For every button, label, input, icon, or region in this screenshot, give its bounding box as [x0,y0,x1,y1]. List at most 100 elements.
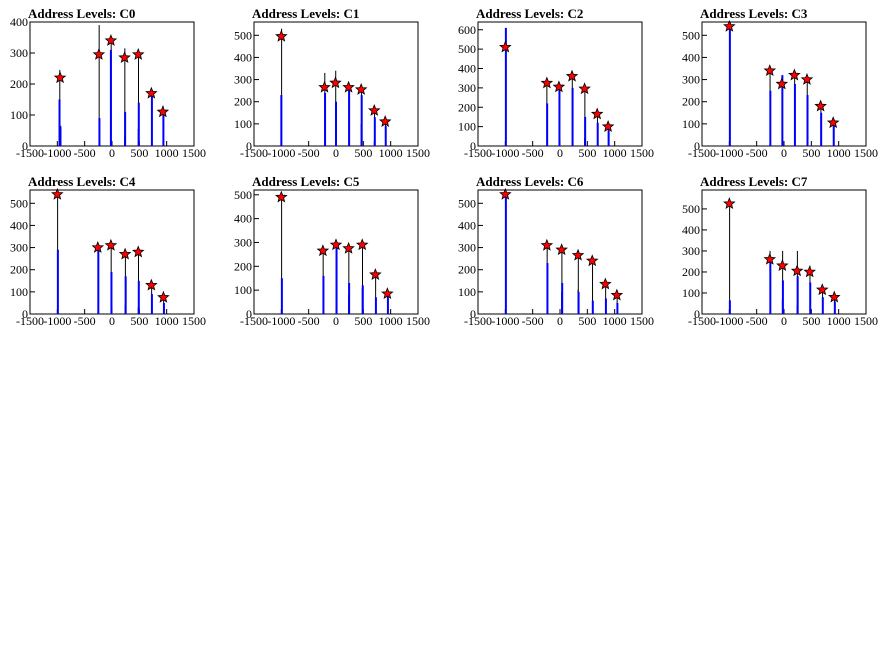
peak-marker [723,19,736,32]
peak-marker [368,103,381,116]
peak-marker [275,29,288,42]
x-tick-label: 1500 [630,146,654,160]
y-tick-label: 400 [458,218,476,232]
peak-marker [610,288,624,301]
peak-marker [131,245,145,258]
peak-marker [578,82,591,95]
chart-title: Address Levels: C2 [476,6,583,21]
y-tick-label: 300 [234,235,252,249]
peak-marker [145,86,158,99]
peak-marker [601,120,615,132]
x-tick-label: -1000 [491,314,519,328]
peak-marker [565,69,579,82]
peak-marker [53,71,67,84]
x-tick-label: 1000 [827,146,851,160]
x-tick-label: -1500 [464,314,492,328]
x-tick-label: -1500 [240,146,268,160]
peak-marker [342,80,355,93]
y-tick-label: 0 [246,139,252,153]
peak-marker [814,99,827,112]
x-tick-label: 1000 [155,146,179,160]
x-tick-label: 1500 [406,146,430,160]
y-tick-label: 200 [682,95,700,109]
chart-title: Address Levels: C4 [28,174,136,189]
x-tick-label: -500 [298,314,320,328]
peak-marker [355,238,369,251]
x-tick-label: -1000 [715,314,743,328]
x-tick-label: -1500 [688,314,716,328]
x-tick-label: -1500 [688,146,716,160]
y-tick-label: 600 [458,23,476,37]
chart-panel-1: Address Levels: C10100200300400500-1500-… [234,6,430,160]
y-tick-label: 100 [234,117,252,131]
peak-marker [104,238,118,251]
peak-marker [540,76,554,89]
x-tick-label: -1000 [267,314,295,328]
x-tick-label: 500 [802,146,820,160]
peak-marker [499,187,512,200]
x-tick-label: 1000 [603,314,627,328]
x-tick-label: 500 [130,146,148,160]
y-tick-label: 500 [234,28,252,42]
chart-panel-3: Address Levels: C30100200300400500-1500-… [682,6,878,160]
peak-marker [723,197,736,209]
y-tick-label: 400 [10,15,28,29]
x-tick-label: 1500 [630,314,654,328]
y-tick-label: 0 [246,307,252,321]
peak-marker [91,240,105,253]
chart-panel-0: Address Levels: C0 0 100 200 300 400 -1500 -100… [10,6,206,160]
x-tick-label: 0 [333,314,339,328]
y-tick-label: 500 [234,188,252,202]
x-tick-label: -1000 [267,146,295,160]
peak-marker [540,238,554,251]
y-tick-label: 300 [10,46,28,60]
y-tick-label: 200 [682,265,700,279]
y-tick-label: 300 [682,73,700,87]
x-tick-label: -1500 [464,146,492,160]
y-tick-label: 400 [682,50,700,64]
x-tick-label: -500 [74,146,96,160]
peak-marker [145,278,158,291]
chart-panel-5: Address Levels: C50100200300400500-1500-… [234,174,430,328]
x-tick-label: 0 [109,146,115,160]
x-tick-label: 0 [333,146,339,160]
x-tick-label: -1000 [43,146,71,160]
chart-title: Address Levels: C0 [28,6,135,21]
peak-marker [378,115,392,127]
x-tick-label: -1000 [43,314,71,328]
peak-marker [156,105,170,118]
peak-marker [788,68,801,81]
x-tick-label: 1000 [379,314,403,328]
y-tick-label: 100 [234,283,252,297]
y-tick-label: 100 [10,285,28,299]
y-tick-label: 400 [10,218,28,232]
y-tick-label: 0 [22,139,28,153]
y-tick-label: 300 [682,244,700,258]
x-tick-label: 1000 [827,314,851,328]
chart-title: Address Levels: C3 [700,6,808,21]
peak-marker [590,107,604,120]
x-tick-label: -500 [746,314,768,328]
x-tick-label: 1500 [182,314,206,328]
peak-marker [800,72,814,85]
peak-marker [499,40,512,53]
y-tick-label: 100 [682,286,700,300]
peak-marker [131,47,145,60]
x-tick-label: -1000 [491,146,519,160]
x-tick-label: 1500 [406,314,430,328]
y-tick-label: 500 [682,28,700,42]
x-tick-label: 0 [109,314,115,328]
peak-marker [157,290,170,303]
chart-panel-7: Address Levels: C70100200300400500-1500-… [682,174,878,328]
y-tick-label: 0 [470,307,476,321]
x-tick-label: -1500 [16,314,44,328]
y-tick-label: 300 [458,81,476,95]
y-tick-label: 200 [10,263,28,277]
peak-marker [828,290,841,303]
x-tick-label: 1500 [182,146,206,160]
y-tick-label: 500 [458,42,476,56]
x-tick-label: 500 [130,314,148,328]
x-tick-label: -1000 [715,146,743,160]
peak-marker [790,264,804,277]
